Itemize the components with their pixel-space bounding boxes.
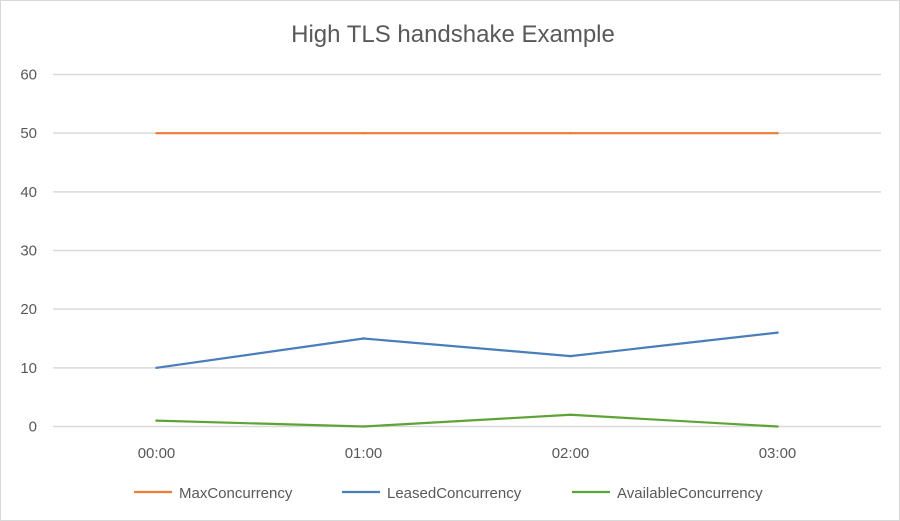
y-tick-label: 30 — [20, 243, 37, 260]
y-tick-label: 10 — [20, 360, 37, 377]
data-point — [776, 331, 779, 334]
x-tick-label: 00:00 — [138, 445, 176, 462]
series-line-AvailableConcurrency — [156, 413, 778, 428]
legend-item: MaxConcurrency — [134, 485, 293, 502]
legend-label: MaxConcurrency — [179, 485, 293, 502]
x-tick-label: 03:00 — [759, 445, 797, 462]
legend-label: LeasedConcurrency — [387, 485, 522, 502]
data-point — [362, 131, 365, 135]
y-tick-label: 0 — [29, 419, 37, 436]
y-tick-label: 20 — [20, 301, 37, 318]
data-point — [569, 413, 572, 416]
y-tick-label: 50 — [20, 125, 37, 142]
data-point — [776, 131, 779, 135]
x-tick-label: 01:00 — [345, 445, 383, 462]
series-line-LeasedConcurrency — [156, 331, 778, 369]
data-point — [155, 131, 158, 135]
legend-item: LeasedConcurrency — [342, 485, 522, 502]
data-point — [569, 131, 572, 135]
data-point — [776, 425, 779, 428]
legend-item: AvailableConcurrency — [572, 485, 763, 502]
data-point — [155, 366, 158, 370]
data-point — [362, 425, 365, 428]
y-tick-label: 40 — [20, 184, 37, 201]
data-point — [362, 337, 365, 340]
legend-label: AvailableConcurrency — [617, 485, 763, 502]
data-point — [569, 354, 572, 358]
data-point — [155, 419, 158, 422]
chart-title: High TLS handshake Example — [291, 21, 615, 48]
y-tick-label: 60 — [20, 67, 37, 84]
x-tick-label: 02:00 — [552, 445, 590, 462]
